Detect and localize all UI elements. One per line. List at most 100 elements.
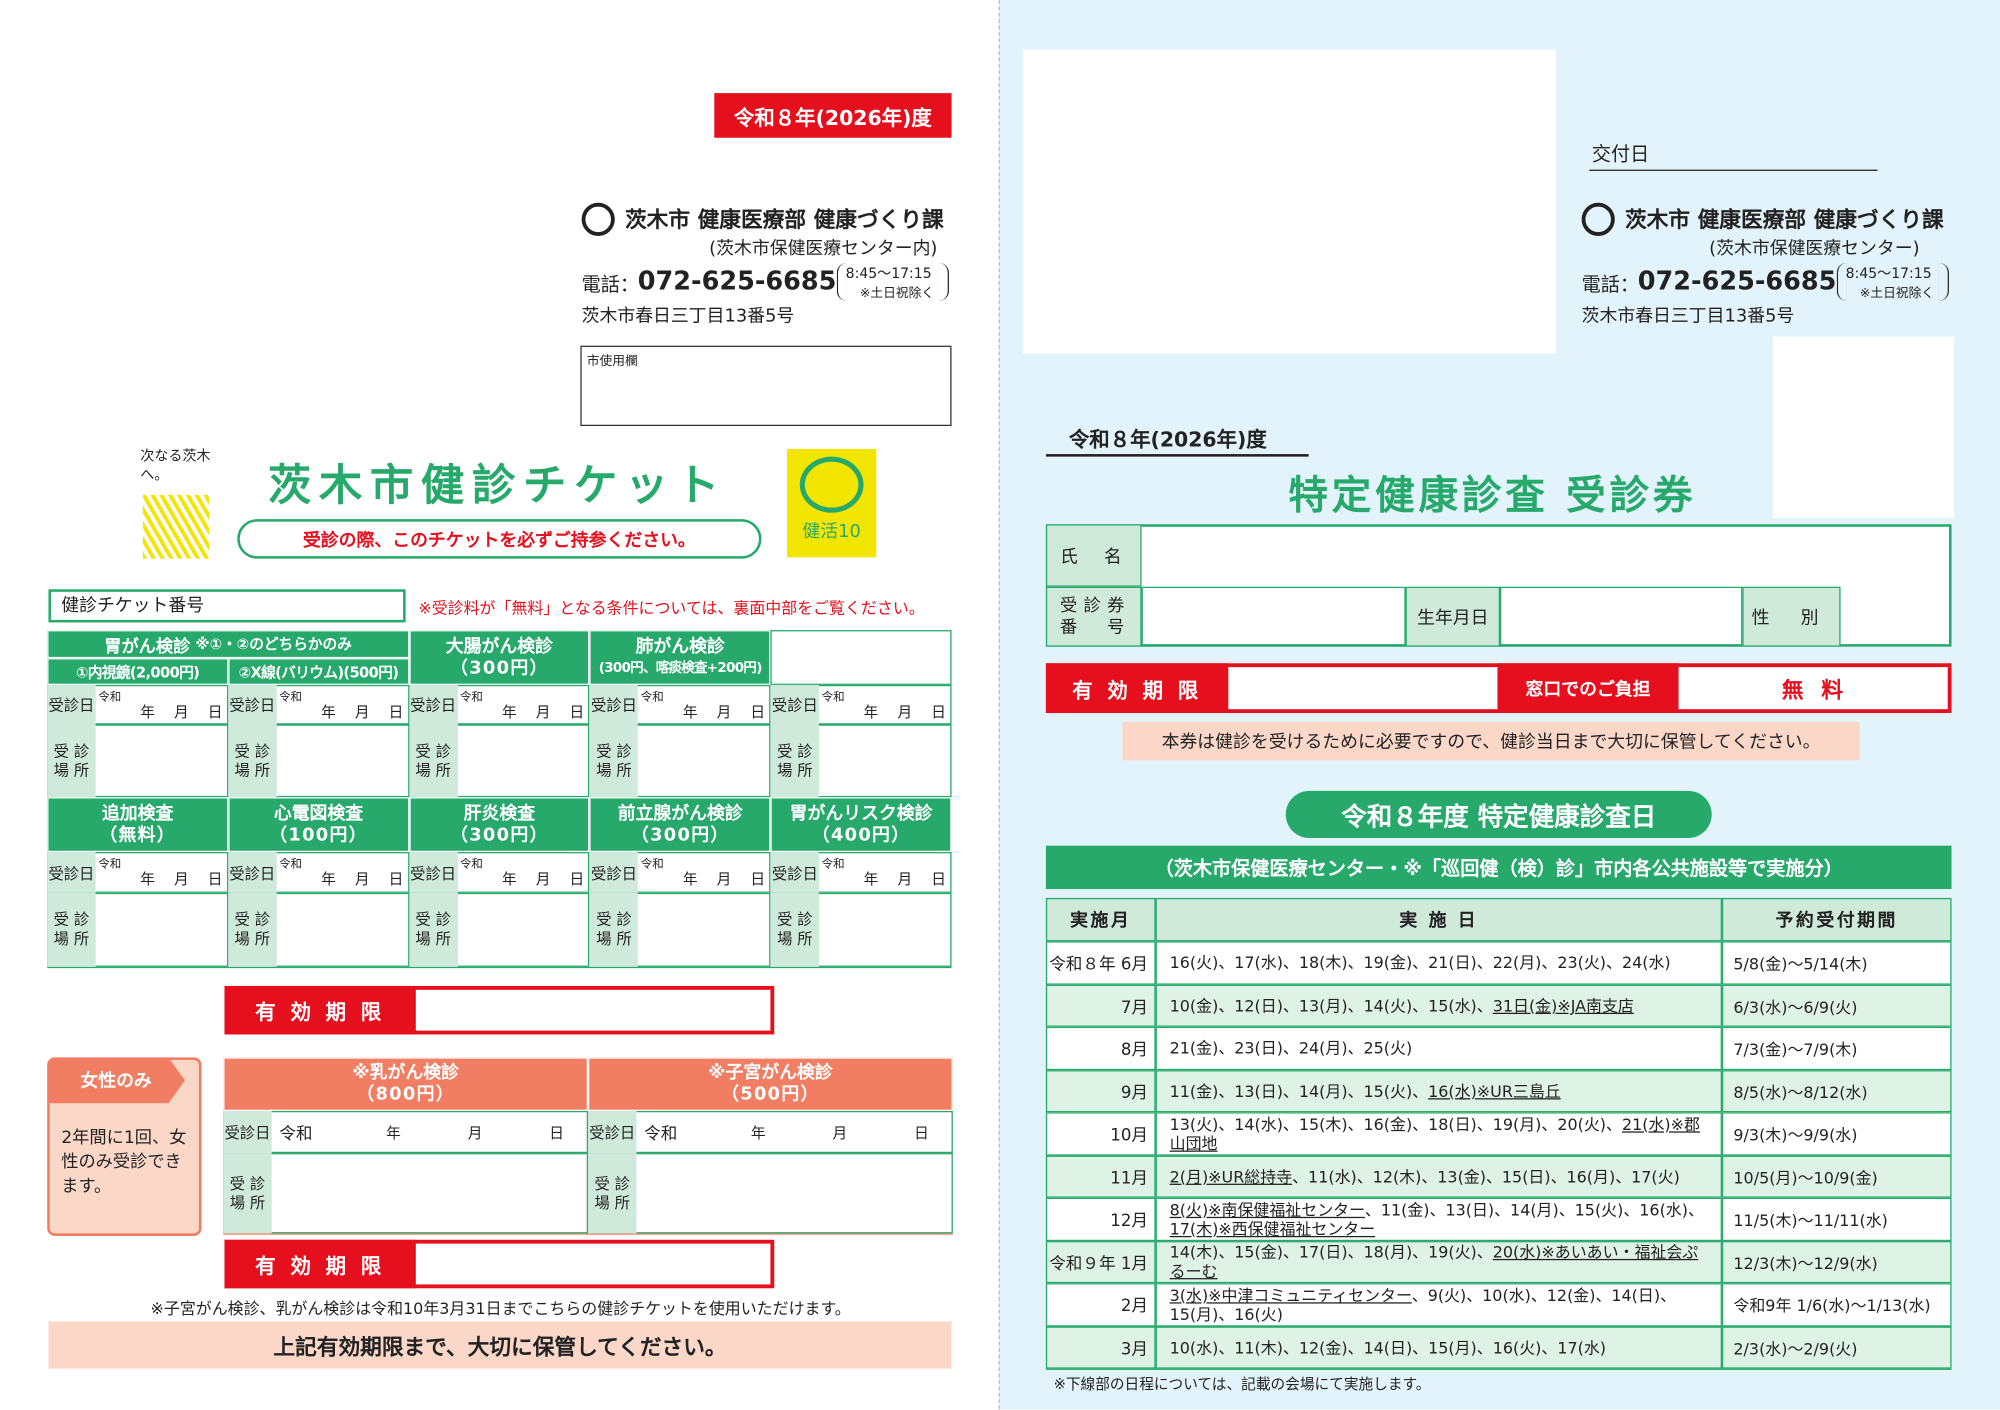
place-cell	[223, 1153, 589, 1234]
era: 令和	[644, 1124, 678, 1145]
bracket	[1939, 262, 1949, 302]
era: 令和	[98, 691, 122, 705]
date-month: 月	[897, 869, 913, 888]
number-label: 受診券 番 号	[1045, 586, 1142, 647]
place-label: 受 診 場 所	[589, 892, 639, 967]
date-day: 日	[207, 702, 223, 721]
exam-note: ※①・②のどちらかのみ	[195, 635, 352, 654]
days-text: 14(木)、15(金)、17(日)、18(月)、19(火)、20(水)※あいあい…	[1170, 1243, 1708, 1281]
month: 10月	[1045, 1112, 1156, 1155]
days-text: 8(火)※南保健福祉センター、11(金)、13(日)、14(月)、15(火)、1…	[1170, 1200, 1708, 1238]
place-label: 受 診 場 所	[770, 892, 820, 967]
date-year: 年	[863, 869, 879, 888]
bracket	[939, 262, 949, 302]
exam-name: 大腸がん検診	[445, 635, 553, 657]
exam-header: 肝炎検査 （300円）	[408, 797, 590, 853]
era: 令和	[279, 691, 303, 705]
date-label: 受診日	[223, 1110, 272, 1154]
table-row	[1045, 1026, 1952, 1070]
month: 3月	[1045, 1325, 1156, 1369]
ticket-number-box: 健診チケット番号	[48, 589, 406, 623]
venue-date: 20(水)※あいあい・福祉会ぷるーむ	[1169, 1242, 1699, 1281]
date-label: 受診日	[228, 684, 277, 725]
date-list: 16(火)、17(水)、18(木)、19(金)、21(日)、22(月)、23(火…	[1169, 953, 1671, 973]
date-list: 、9(火)、10(水)、12(金)、14(日)、15(月)、16(火)	[1169, 1285, 1677, 1324]
month: 令和９年 1月	[1045, 1240, 1156, 1284]
issue-date-label: 交付日	[1591, 142, 1650, 166]
date-day: 日	[388, 702, 404, 721]
exam-header: ※乳がん検診 （800円）	[223, 1057, 589, 1111]
date-day: 日	[931, 869, 946, 888]
days: 10(水)、11(木)、12(金)、14(日)、15(月)、16(火)、17(水…	[1155, 1325, 1722, 1369]
place-label: 受 診 場 所	[223, 1153, 272, 1234]
date-label: 受診日	[589, 852, 639, 893]
kenkatsu-logo: 健活10	[786, 448, 877, 558]
exam-header: 追加検査 （無料）	[47, 797, 229, 853]
era: 令和	[459, 691, 483, 705]
date-month: 月	[897, 702, 913, 721]
place-label: 受 診 場 所	[408, 724, 458, 798]
footnote: ※下線部の日程については、記載の会場にて実施します。	[1053, 1374, 1431, 1393]
fiscal-year: 令和８年(2026年)度	[1068, 427, 1267, 452]
date-month: 月	[173, 702, 189, 721]
date-day: 日	[750, 869, 766, 888]
table-row	[1045, 1069, 1952, 1113]
venue-date: 17(木)※西保健福祉センター	[1169, 1219, 1376, 1239]
period: 8/5(水)～8/12(水)	[1721, 1069, 1952, 1113]
exam-price: （100円）	[269, 824, 368, 846]
validity-label: 有 効 期 限	[1045, 663, 1229, 714]
hours: 8:45～17:15	[1845, 265, 1932, 282]
days-text: 10(金)、12(日)、13(月)、14(火)、15(水)、31日(金)※JA南…	[1170, 996, 1634, 1015]
date-cell	[588, 1110, 953, 1154]
date-day: 日	[569, 869, 585, 888]
women-text: 2年間に1回、女性のみ受診できます。	[61, 1127, 187, 1197]
slogan: 次なる茨木へ。	[140, 447, 211, 484]
exam-price: （400円）	[811, 824, 911, 846]
exam-price: （300円）	[450, 657, 549, 678]
date-month: 月	[716, 869, 732, 888]
date-list: 21(金)、23(日)、24(月)、25(火)	[1169, 1038, 1413, 1058]
period: 10/5(月)～10/9(金)	[1721, 1154, 1952, 1198]
date-list: 、11(水)、12(木)、13(金)、15(日)、16(月)、17(火)	[1292, 1166, 1680, 1186]
kenkatsu-ring	[799, 456, 864, 513]
month: 12月	[1045, 1197, 1156, 1241]
period: 11/5(木)～11/11(水)	[1721, 1197, 1952, 1241]
date-day: 日	[569, 702, 585, 721]
date-year: 年	[140, 869, 155, 888]
date-list: 11(金)、13(日)、14(月)、15(火)、	[1169, 1081, 1429, 1101]
fiscal-badge: 令和８年(2026年)度	[714, 93, 952, 138]
tel: 072-625-6685	[1637, 265, 1837, 296]
exam-price: （無料）	[99, 824, 176, 846]
month: 8月	[1045, 1026, 1156, 1070]
days-text: 2(月)※UR総持寺、11(水)、12(木)、13(金)、15(日)、16(月)…	[1170, 1167, 1680, 1186]
slogan-stripes	[142, 494, 210, 559]
days: 11(金)、13(日)、14(月)、15(火)、16(水)※UR三島丘	[1155, 1069, 1722, 1113]
date-label: 受診日	[47, 852, 96, 893]
days: 21(金)、23(日)、24(月)、25(火)	[1155, 1026, 1722, 1070]
month: 9月	[1045, 1069, 1156, 1113]
era: 令和	[279, 1124, 313, 1145]
days-text: 13(火)、14(水)、15(木)、16(金)、18(日)、19(月)、20(火…	[1170, 1114, 1708, 1152]
hours-note: ※土日祝除く	[1859, 286, 1935, 302]
birth-label: 生年月日	[1405, 586, 1500, 647]
date-day: 日	[549, 1123, 564, 1141]
place-label: 受 診 場 所	[408, 892, 458, 967]
place-label: 受 診 場 所	[589, 724, 639, 798]
number-field	[1141, 586, 1406, 647]
city-emblem	[581, 202, 615, 236]
date-cell	[223, 1110, 589, 1154]
place-label: 受 診 場 所	[47, 724, 96, 798]
window-area	[1022, 49, 1557, 354]
date-list: 10(金)、12(日)、13(月)、14(火)、15(水)、	[1169, 995, 1493, 1015]
validity-label: 有 効 期 限	[224, 985, 416, 1035]
charge: 無 料	[1781, 678, 1849, 705]
women-tab: 女性のみ 2年間に1回、女性のみ受診できます。	[47, 1057, 202, 1236]
date-year: 年	[321, 702, 336, 721]
period: 7/3(金)～7/9(木)	[1721, 1026, 1952, 1070]
exam-price: （300円）	[630, 824, 730, 846]
month: 11月	[1045, 1154, 1156, 1198]
exam-header: 肺がん検診 (300円、喀痰検査+200円)	[589, 630, 771, 685]
ticket-subtitle: 受診の際、このチケットを必ずご持参ください。	[237, 519, 762, 559]
stomach-header: 胃がん検診 ※①・②のどちらかのみ	[47, 630, 409, 659]
women-note: ※子宮がん検診、乳がん検診は令和10年3月31日までこちらの健診チケットを使用い…	[150, 1297, 851, 1317]
